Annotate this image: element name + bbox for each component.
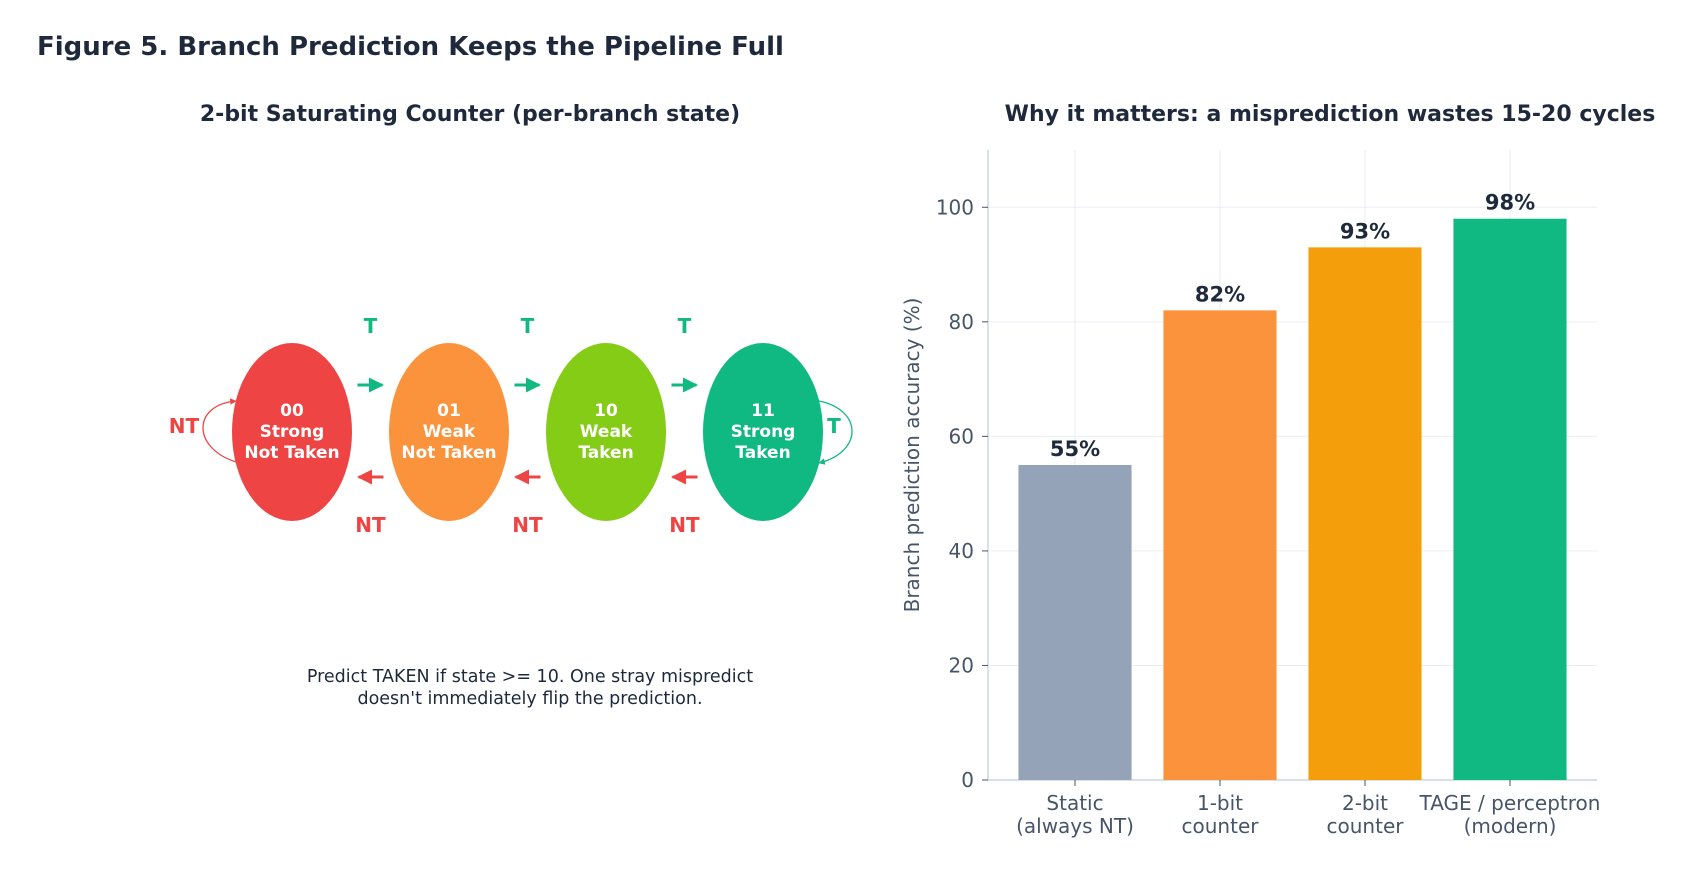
x-tick-label: counter bbox=[1327, 814, 1405, 838]
self-loop-taken bbox=[818, 400, 853, 465]
chart-title: Why it matters: a misprediction wastes 1… bbox=[1004, 102, 1656, 127]
y-tick-label: 20 bbox=[949, 653, 974, 677]
y-tick-label: 60 bbox=[949, 424, 974, 448]
state-label: Strong bbox=[731, 422, 796, 442]
x-tick-label: 1-bit bbox=[1197, 791, 1243, 815]
state-label: 01 bbox=[437, 401, 461, 421]
state-label: 11 bbox=[751, 401, 775, 421]
bar bbox=[1308, 247, 1422, 780]
state-label: Weak bbox=[580, 422, 633, 442]
state-label: Not Taken bbox=[401, 443, 496, 463]
state-label: 10 bbox=[594, 401, 618, 421]
y-tick-label: 0 bbox=[961, 768, 974, 792]
x-tick-label: Static bbox=[1046, 791, 1103, 815]
state-ellipse bbox=[389, 343, 509, 521]
diagram-caption: Predict TAKEN if state >= 10. One stray … bbox=[230, 666, 830, 710]
taken-label: T bbox=[364, 314, 378, 338]
state-label: Weak bbox=[423, 422, 476, 442]
self-loop-not-taken bbox=[202, 398, 237, 463]
figure-title: Figure 5. Branch Prediction Keeps the Pi… bbox=[37, 32, 784, 62]
x-tick-label: counter bbox=[1182, 814, 1260, 838]
bar bbox=[1163, 310, 1277, 780]
bar-value-label: 55% bbox=[1050, 437, 1100, 461]
taken-label: T bbox=[521, 314, 535, 338]
x-tick-label: TAGE / perceptron bbox=[1419, 791, 1601, 815]
y-axis-label: Branch prediction accuracy (%) bbox=[900, 298, 924, 613]
state-label: Taken bbox=[735, 443, 790, 463]
bar-value-label: 98% bbox=[1485, 191, 1535, 215]
not-taken-label: NT bbox=[355, 513, 386, 537]
state-label: 00 bbox=[280, 401, 304, 421]
state-ellipse bbox=[232, 343, 352, 521]
self-loop-taken-label: T bbox=[827, 414, 841, 438]
taken-label: T bbox=[678, 314, 692, 338]
state-ellipse bbox=[546, 343, 666, 521]
self-loop-not-taken-label: NT bbox=[169, 414, 200, 438]
caption-line-1: Predict TAKEN if state >= 10. One stray … bbox=[306, 667, 754, 687]
bar bbox=[1018, 465, 1132, 780]
y-tick-label: 40 bbox=[949, 539, 974, 563]
state-label: Not Taken bbox=[244, 443, 339, 463]
state-ellipse bbox=[703, 343, 823, 521]
bar-value-label: 82% bbox=[1195, 282, 1245, 306]
y-tick-label: 80 bbox=[949, 310, 974, 334]
not-taken-label: NT bbox=[512, 513, 543, 537]
x-tick-label: (always NT) bbox=[1016, 814, 1134, 838]
y-tick-label: 100 bbox=[936, 195, 974, 219]
caption-line-2: doesn't immediately flip the prediction. bbox=[357, 689, 703, 709]
state-label: Strong bbox=[260, 422, 325, 442]
x-tick-label: (modern) bbox=[1464, 814, 1557, 838]
state-label: Taken bbox=[578, 443, 633, 463]
not-taken-label: NT bbox=[669, 513, 700, 537]
x-tick-label: 2-bit bbox=[1342, 791, 1388, 815]
bar bbox=[1453, 218, 1567, 780]
diagram-title: 2-bit Saturating Counter (per-branch sta… bbox=[199, 102, 741, 127]
bar-value-label: 93% bbox=[1340, 219, 1390, 243]
